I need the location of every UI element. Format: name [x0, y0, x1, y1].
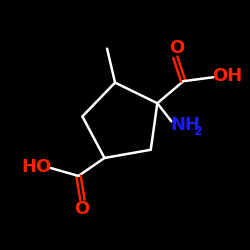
Text: HO: HO: [21, 158, 52, 176]
Text: NH: NH: [170, 116, 200, 134]
Text: 2: 2: [194, 125, 203, 138]
Text: OH: OH: [212, 67, 242, 85]
Text: O: O: [74, 200, 89, 218]
Text: O: O: [169, 39, 184, 57]
